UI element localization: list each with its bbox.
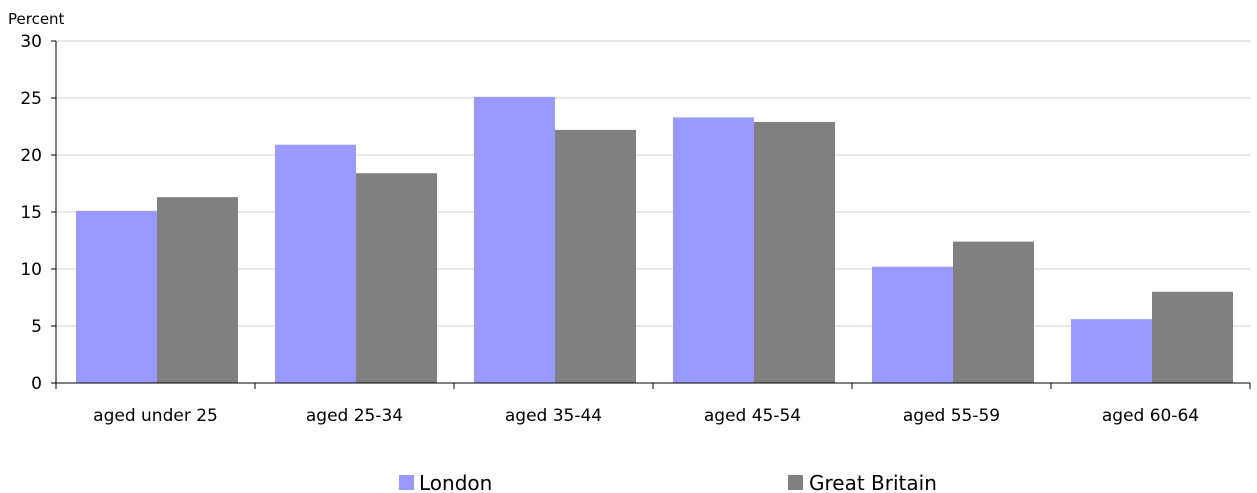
legend: London Great Britain — [399, 471, 937, 493]
x-axis-categories: aged under 25 aged 25-34 aged 35-44 aged 45… — [93, 406, 1199, 426]
gridlines — [56, 40, 1250, 327]
bar — [1152, 291, 1233, 383]
legend-swatch — [788, 475, 803, 490]
y-tick-label: 25 — [20, 89, 42, 109]
bar — [474, 96, 555, 384]
y-axis-unit-label: Percent — [8, 10, 65, 28]
x-category-label: aged under 25 — [93, 406, 218, 426]
x-category-label: aged 55-59 — [903, 406, 1000, 426]
bar — [356, 173, 437, 383]
bar — [673, 117, 754, 383]
bar — [872, 266, 953, 383]
x-category-label: aged 60-64 — [1102, 406, 1199, 426]
bar — [1071, 319, 1152, 383]
y-tick-label: 30 — [20, 32, 42, 52]
legend-label: Great Britain — [809, 471, 937, 493]
bar-series — [76, 96, 1233, 384]
y-tick-label: 15 — [20, 203, 42, 223]
x-category-label: aged 45-54 — [704, 406, 801, 426]
legend-label: London — [419, 471, 492, 493]
bar — [555, 129, 636, 383]
x-category-label: aged 35-44 — [505, 406, 602, 426]
bar — [754, 121, 835, 383]
y-tick-label: 20 — [20, 146, 42, 166]
bar — [76, 210, 157, 383]
y-tick-label: 0 — [31, 374, 42, 394]
x-category-label: aged 25-34 — [306, 406, 403, 426]
y-axis-ticks: 0 5 10 15 20 25 30 — [20, 32, 56, 394]
y-tick-label: 10 — [20, 260, 42, 280]
bar — [275, 144, 356, 383]
y-tick-label: 5 — [31, 317, 42, 337]
legend-swatch — [399, 475, 414, 490]
bar — [953, 241, 1034, 383]
bar — [157, 197, 238, 383]
